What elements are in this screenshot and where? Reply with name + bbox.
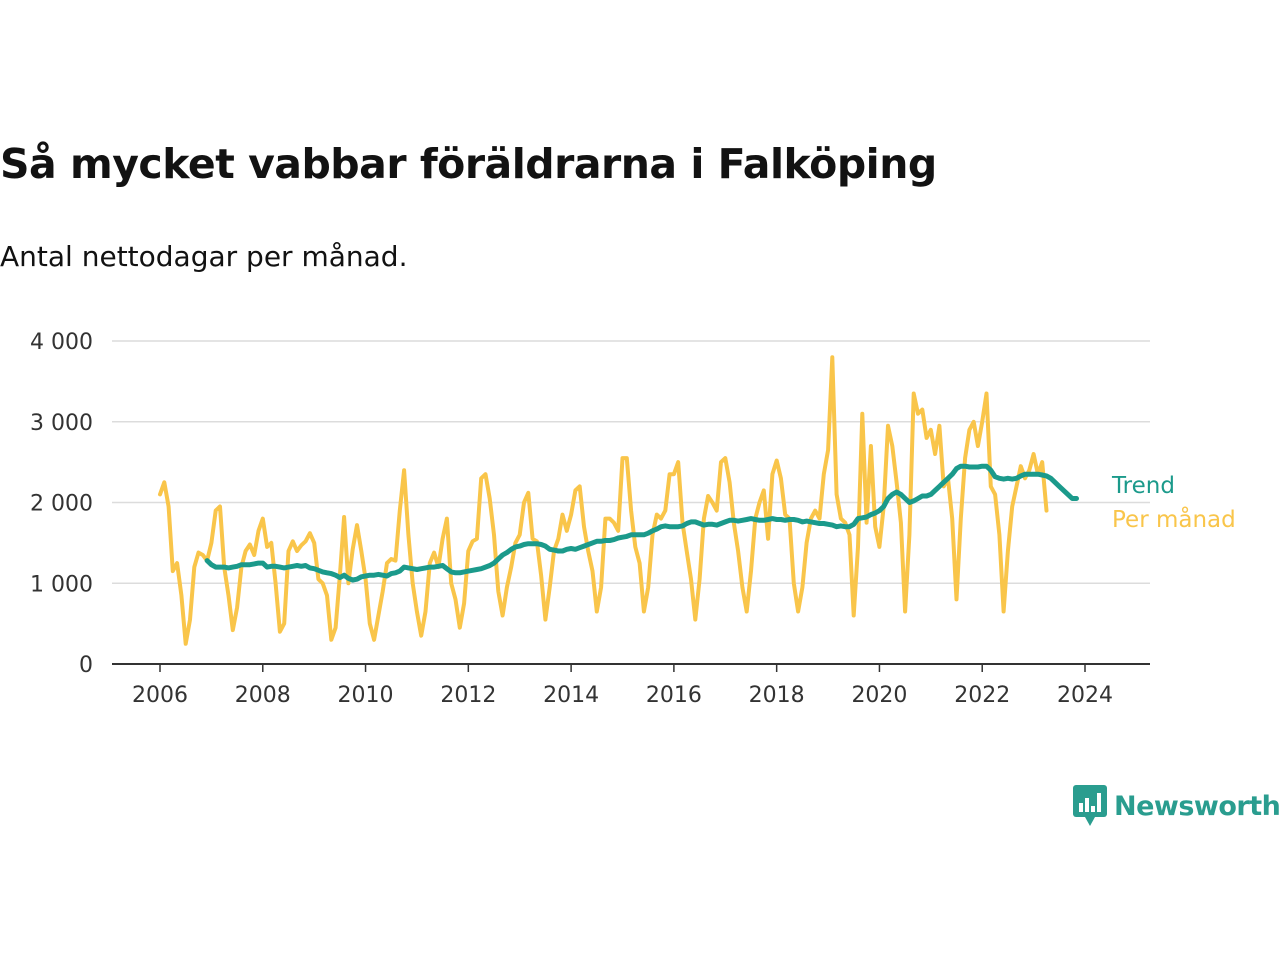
chart-title: Så mycket vabbar föräldrarna i Falköping [0,140,937,188]
series-lines [158,355,1079,646]
y-tick-label: 3 000 [30,411,93,436]
x-tick-label: 2014 [543,683,599,708]
chart-subtitle: Antal nettodagar per månad. [0,240,408,273]
y-tick-label: 2 000 [30,492,93,517]
legend-label-trend: Trend [1111,473,1175,499]
y-tick-label: 0 [79,653,93,678]
brand-name: Newsworthy [1114,790,1280,822]
bar-chart-speech-bubble-icon [1073,785,1107,826]
series-line-per-manad [158,355,1049,646]
x-tick-label: 2020 [851,683,907,708]
series-line-trend [204,463,1079,583]
x-tick-label: 2006 [132,683,188,708]
x-axis: 2006 2008 2010 2012 2014 2016 2018 2020 2022 2024 [112,663,1150,708]
y-tick-label: 1 000 [30,572,93,597]
x-tick-label: 2018 [749,683,805,708]
x-tick-label: 2022 [954,683,1010,708]
x-tick-label: 2012 [440,683,496,708]
legend-label-per-manad: Per månad [1112,505,1236,533]
x-tick-label: 2008 [235,683,291,708]
x-tick-label: 2016 [646,683,702,708]
y-tick-label: 4 000 [30,330,93,355]
y-axis-ticks: 0 1 000 2 000 3 000 4 000 [30,330,93,678]
legend: Per månad Trend [1111,473,1236,533]
newsworthy-logo: Newsworthy [1072,784,1280,828]
x-tick-label: 2010 [338,683,394,708]
x-tick-label: 2024 [1057,683,1113,708]
